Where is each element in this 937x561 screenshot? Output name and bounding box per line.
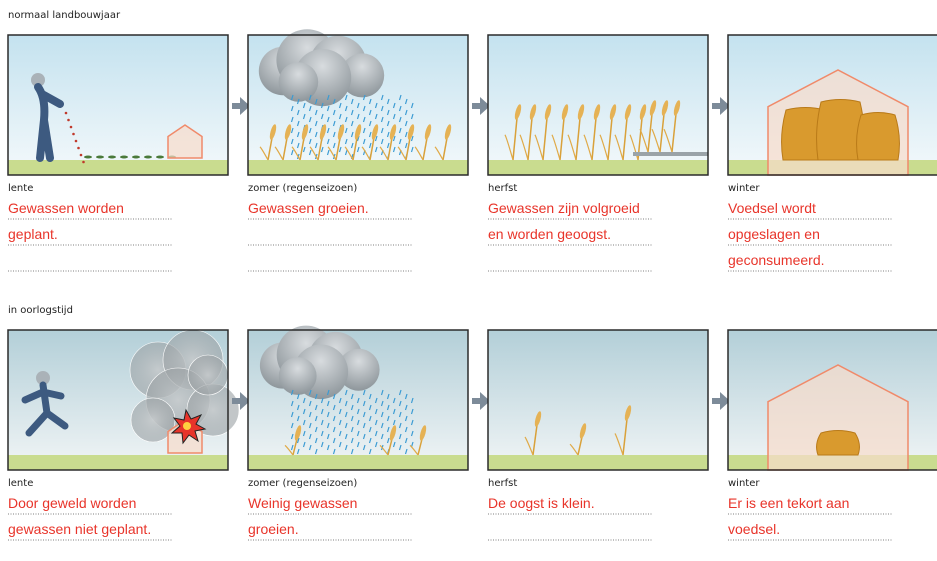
ground (8, 160, 228, 175)
seed (70, 126, 73, 129)
row-label: in oorlogstijd (8, 305, 73, 316)
answer-text: geplant. (8, 226, 58, 242)
smoke (188, 355, 228, 395)
seed (65, 112, 68, 115)
row-label: normaal landbouwjaar (8, 10, 121, 21)
seed (77, 147, 80, 150)
season-label: zomer (regenseizoen) (248, 478, 357, 489)
sack (817, 431, 860, 456)
answer-text: Door geweld worden (8, 495, 136, 511)
season-label: herfst (488, 183, 517, 194)
seed (80, 154, 83, 157)
cloud (279, 62, 319, 102)
seed (75, 140, 78, 143)
answer-text: Gewassen worden (8, 200, 124, 216)
answer-text: groeien. (248, 521, 299, 537)
answer-text: en worden geoogst. (488, 226, 611, 242)
seedling (144, 156, 152, 159)
answer-text: Weinig gewassen (248, 495, 357, 511)
answer-text: De oogst is klein. (488, 495, 595, 511)
panel (488, 330, 708, 470)
panel (248, 29, 468, 175)
answer-text: voedsel. (728, 521, 780, 537)
season-label: winter (728, 183, 760, 194)
panel (248, 326, 468, 470)
seedling (120, 156, 128, 159)
panel (728, 330, 937, 470)
seedling (96, 156, 104, 159)
panel (8, 35, 228, 175)
season-label: lente (8, 183, 33, 194)
ground (248, 455, 468, 470)
seedling (132, 156, 140, 159)
answer-text: Gewassen groeien. (248, 200, 369, 216)
seedling (156, 156, 164, 159)
answer-text: Voedsel wordt (728, 200, 816, 216)
answer-text: gewassen niet geplant. (8, 521, 151, 537)
harvester (633, 152, 708, 156)
seedling (108, 156, 116, 159)
ground (488, 160, 708, 175)
answer-text: opgeslagen en (728, 226, 820, 242)
sky (488, 330, 708, 470)
answer-text: Gewassen zijn volgroeid (488, 200, 640, 216)
ground (8, 455, 228, 470)
diagram: normaal landbouwjaar lente Gewassen worden… (0, 0, 937, 561)
season-label: zomer (regenseizoen) (248, 183, 357, 194)
panel (728, 35, 937, 175)
panel (8, 330, 239, 470)
flash (183, 422, 191, 430)
ground (248, 160, 468, 175)
cloud (279, 357, 317, 395)
season-label: winter (728, 478, 760, 489)
panel (488, 35, 708, 175)
seed (72, 133, 75, 136)
season-label: lente (8, 478, 33, 489)
seed (82, 161, 85, 164)
season-label: herfst (488, 478, 517, 489)
sack (857, 113, 900, 161)
ground (488, 455, 708, 470)
answer-text: Er is een tekort aan (728, 495, 849, 511)
seed (67, 119, 70, 122)
seedling (84, 156, 92, 159)
page: normaal landbouwjaar lente Gewassen worden… (0, 0, 937, 561)
answer-text: geconsumeerd. (728, 252, 825, 268)
